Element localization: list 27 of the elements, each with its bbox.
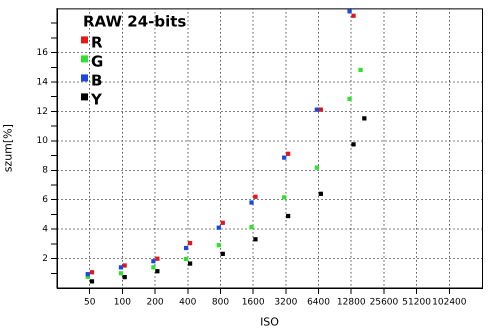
y-tick-label: 2 — [42, 254, 48, 264]
x-tick-label: 400 — [179, 298, 197, 308]
x-tick-label: 200 — [146, 298, 164, 308]
legend-label: G — [91, 52, 104, 70]
y-tick-label: 10 — [36, 136, 48, 146]
x-tick-label: 1600 — [242, 298, 265, 308]
legend-label: Y — [90, 90, 103, 108]
legend-label: B — [91, 71, 102, 90]
y-tick-label: 6 — [42, 195, 48, 206]
x-axis-title: ISO — [260, 315, 280, 328]
x-tick-label: 12800 — [336, 298, 366, 308]
y-tick-label: 16 — [36, 48, 48, 58]
x-tick-label: 6400 — [307, 298, 330, 308]
legend-label: R — [91, 33, 103, 52]
x-tick-label: 50 — [84, 298, 96, 308]
y-tick-label: 8 — [42, 166, 48, 176]
y-tick-label: 12 — [36, 106, 48, 117]
y-tick-label: 14 — [36, 77, 48, 88]
x-tick-label: 102400 — [432, 298, 467, 308]
x-tick-label: 51200 — [402, 298, 432, 308]
x-tick-label: 100 — [114, 298, 132, 308]
x-tick-label: 3200 — [274, 298, 298, 308]
x-tick-label: 25600 — [370, 298, 399, 308]
x-tick-label: 800 — [212, 298, 230, 308]
legend-title: RAW 24-bits — [83, 12, 186, 30]
y-axis-title: szum[%] — [1, 124, 14, 172]
y-tick-label: 4 — [42, 224, 48, 234]
